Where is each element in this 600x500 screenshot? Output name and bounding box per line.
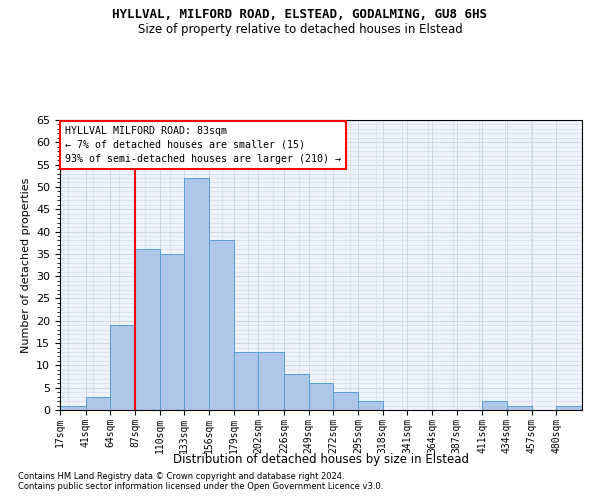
Bar (507, 406, 532, 410)
Bar (110, 325, 135, 410)
Y-axis label: Number of detached properties: Number of detached properties (20, 178, 31, 352)
Bar (86, 396, 110, 410)
Text: Contains public sector information licensed under the Open Government Licence v3: Contains public sector information licen… (18, 482, 383, 491)
Bar (482, 401, 507, 410)
Bar (184, 178, 209, 410)
Bar (258, 352, 284, 410)
Bar (308, 383, 334, 410)
Bar (209, 240, 233, 410)
Text: Distribution of detached houses by size in Elstead: Distribution of detached houses by size … (173, 452, 469, 466)
Text: Size of property relative to detached houses in Elstead: Size of property relative to detached ho… (137, 22, 463, 36)
Text: Contains HM Land Registry data © Crown copyright and database right 2024.: Contains HM Land Registry data © Crown c… (18, 472, 344, 481)
Bar (556, 406, 582, 410)
Bar (135, 250, 160, 410)
Text: HYLLVAL, MILFORD ROAD, ELSTEAD, GODALMING, GU8 6HS: HYLLVAL, MILFORD ROAD, ELSTEAD, GODALMIN… (113, 8, 487, 20)
Bar (60, 406, 86, 410)
Bar (358, 401, 383, 410)
Bar (284, 374, 308, 410)
Bar (334, 392, 358, 410)
Text: HYLLVAL MILFORD ROAD: 83sqm
← 7% of detached houses are smaller (15)
93% of semi: HYLLVAL MILFORD ROAD: 83sqm ← 7% of deta… (65, 126, 341, 164)
Bar (233, 352, 258, 410)
Bar (160, 254, 184, 410)
